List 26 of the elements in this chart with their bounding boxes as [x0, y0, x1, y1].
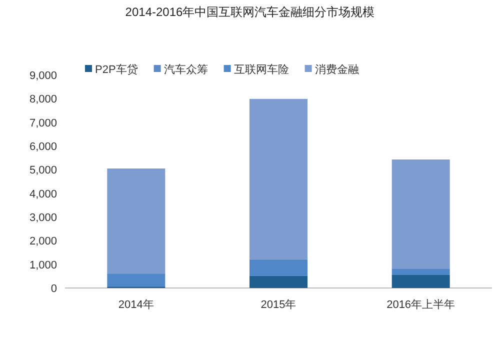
y-tick-label: 4,000 [29, 188, 57, 200]
bar [392, 159, 450, 269]
y-tick-label: 5,000 [29, 164, 57, 177]
legend-label: 互联网车险 [234, 63, 289, 76]
y-tick-label: 2,000 [29, 236, 57, 248]
bar [392, 268, 450, 275]
y-tick-label: 1,000 [29, 259, 57, 272]
bar [250, 98, 308, 260]
y-tick-label: 0 [50, 283, 57, 295]
legend-label: 汽车众筹 [164, 63, 208, 76]
y-tick-label: 7,000 [29, 117, 57, 130]
x-tick-label: 2014年 [118, 299, 154, 311]
bar [250, 276, 308, 288]
legend-label: 消费金融 [314, 63, 359, 76]
bar [107, 274, 166, 287]
legend-label: P2P车贷 [95, 63, 138, 76]
y-tick-label: 6,000 [29, 141, 57, 153]
bar [250, 259, 308, 276]
y-tick-label: 3,000 [29, 212, 57, 224]
x-tick-label: 2016年上半年 [386, 298, 456, 311]
x-tick-label: 2015年 [260, 299, 296, 311]
y-tick-label: 8,000 [29, 94, 57, 106]
chart-title: 2014-2016年中国互联网汽车金融细分市场规模 [125, 5, 375, 19]
bar [392, 274, 450, 288]
bar [107, 168, 166, 274]
y-tick-label: 9,000 [29, 70, 57, 82]
